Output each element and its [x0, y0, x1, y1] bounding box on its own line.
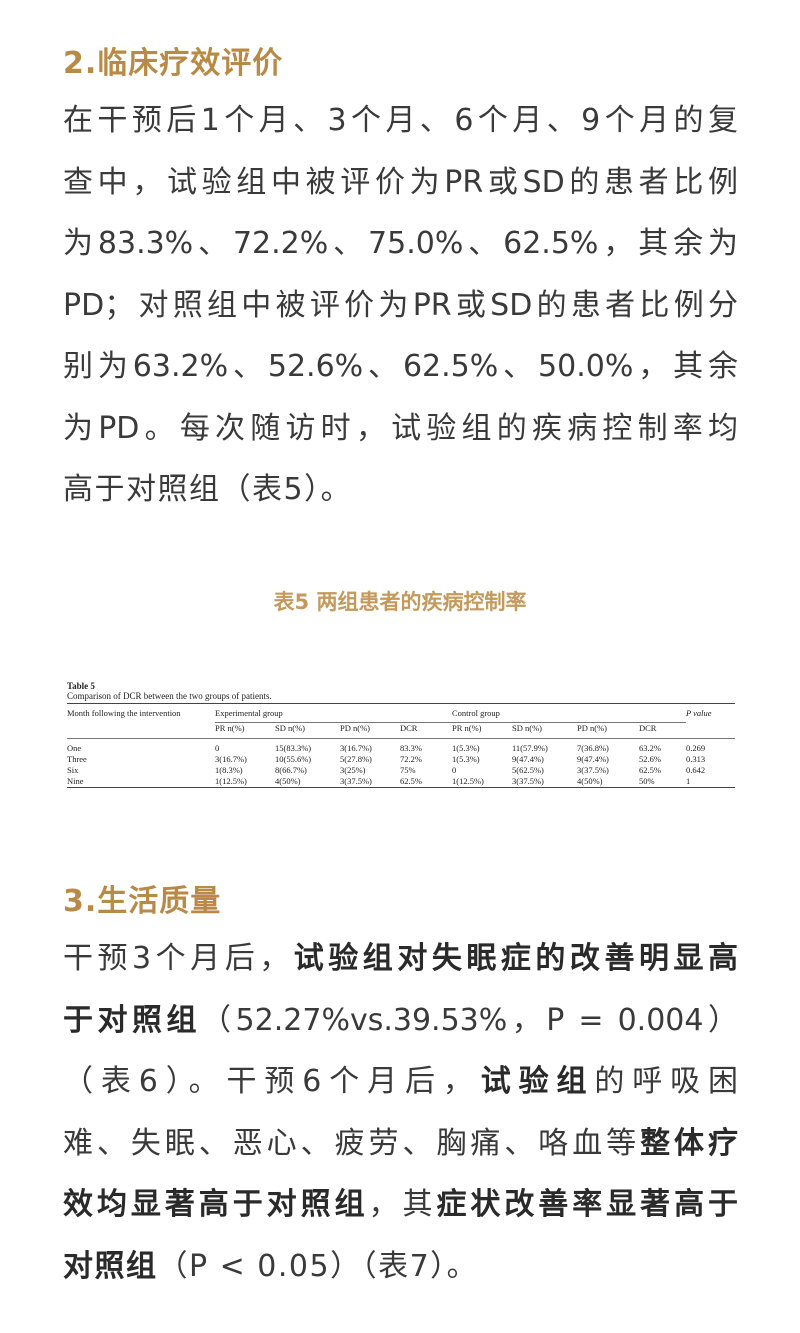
header-sd: SD n(%) — [275, 722, 340, 739]
text-line: 于对照组（52.27%vs.39.53%，P = 0.004） — [63, 1002, 738, 1038]
table-cell: 75% — [400, 765, 416, 775]
table-row: Three 3(16.7%) 10(55.6%) 5(27.8%) 72.2% 1(5.3… — [67, 754, 735, 765]
table-caption: 表5 两组患者的疾病控制率 — [273, 590, 527, 614]
table-row: Six 1(8.3%) 8(66.7%) 3(25%) 75% 0 5(62.5%) 3(37… — [67, 765, 735, 776]
table-cell: 3(37.5%) — [577, 765, 609, 775]
table-cell: 7(36.8%) — [577, 743, 609, 753]
table-cell: 50% — [639, 776, 655, 786]
table-cell: Nine — [67, 776, 84, 786]
text-line: 难、失眠、恶心、疲劳、胸痛、咯血等整体疗 — [63, 1125, 739, 1161]
header-experimental: Experimental group — [215, 703, 452, 723]
text-line: 干预3个月后，试验组对失眠症的改善明显高 — [63, 941, 739, 976]
table-cell: 11(57.9%) — [512, 743, 548, 753]
table-cell: 3(16.7%) — [215, 754, 247, 764]
header-p-value: P value — [686, 708, 712, 718]
text-line: 为83.3%、72.2%、75.0%、62.5%，其余为 — [63, 226, 738, 261]
text-line: 效均显著高于对照组，其症状改善率显著高于 — [63, 1187, 739, 1222]
table-cell: 62.5% — [400, 776, 422, 786]
table-cell: 62.5% — [639, 765, 661, 775]
table-cell: 1(5.3%) — [452, 743, 480, 753]
text-line: 别为63.2%、52.6%、62.5%、50.0%，其余 — [63, 349, 738, 384]
table-cell: Six — [67, 765, 79, 775]
table-cell: Three — [67, 754, 87, 764]
table-cell: 3(16.7%) — [340, 743, 372, 753]
table-cell: 1(8.3%) — [215, 765, 243, 775]
header-pr: PR n(%) — [215, 722, 275, 739]
text-line: 对照组（P < 0.05）（表7）。 — [63, 1248, 479, 1284]
table-cell: 0 — [452, 765, 457, 775]
table-cell: 3(37.5%) — [340, 776, 372, 786]
table-cell: One — [67, 743, 82, 753]
paragraph-clinical-efficacy: 在干预后1个月、3个月、6个月、9个月的复 查中，试验组中被评价为PR或SD的患… — [63, 90, 738, 521]
table-cell: 5(62.5%) — [512, 765, 544, 775]
table-cell: 3(25%) — [340, 765, 366, 775]
table-cell: 9(47.4%) — [512, 754, 544, 764]
table-cell: 4(50%) — [577, 776, 603, 786]
table-cell: 1(12.5%) — [452, 776, 484, 786]
table-row: Nine 1(12.5%) 4(50%) 3(37.5%) 62.5% 1(12.5%) 3… — [67, 776, 735, 788]
text-line: 为PD。每次随访时，试验组的疾病控制率均 — [63, 410, 738, 446]
section-heading-quality-of-life: 3.生活质量 — [63, 884, 222, 919]
table-row: One 0 15(83.3%) 3(16.7%) 83.3% 1(5.3%) 11(57.9… — [67, 739, 735, 755]
table-cell: 3(37.5%) — [512, 776, 544, 786]
table-cell: 0.269 — [686, 743, 706, 753]
text-line: 查中，试验组中被评价为PR或SD的患者比例 — [63, 164, 738, 200]
header-sd: SD n(%) — [512, 722, 577, 739]
header-control: Control group — [452, 703, 686, 723]
table-cell: 1(5.3%) — [452, 754, 480, 764]
text-line: PD；对照组中被评价为PR或SD的患者比例分 — [63, 287, 738, 323]
header-month: Month following the intervention — [67, 708, 181, 718]
table-cell: 0.313 — [686, 754, 706, 764]
table-cell: 4(50%) — [275, 776, 301, 786]
table-cell: 10(55.6%) — [275, 754, 312, 764]
table-cell: 1(12.5%) — [215, 776, 247, 786]
header-pr: PR n(%) — [452, 722, 512, 739]
header-pd: PD n(%) — [577, 722, 639, 739]
table-label: Table 5 — [67, 681, 95, 691]
table-cell: 15(83.3%) — [275, 743, 312, 753]
table-cell: 52.6% — [639, 754, 661, 764]
paragraph-quality-of-life: 干预3个月后，试验组对失眠症的改善明显高 于对照组（52.27%vs.39.53… — [63, 928, 738, 1297]
table-cell: 0 — [215, 743, 220, 753]
text-line: 高于对照组（表5）。 — [63, 472, 353, 507]
table-cell: 63.2% — [639, 743, 661, 753]
table-image: Table 5 Comparison of DCR between the tw… — [67, 681, 735, 788]
table-cell: 9(47.4%) — [577, 754, 609, 764]
table-cell: 83.3% — [400, 743, 422, 753]
text-line: 在干预后1个月、3个月、6个月、9个月的复 — [63, 103, 738, 138]
section-heading-clinical-efficacy: 2.临床疗效评价 — [63, 46, 284, 81]
table-title: Comparison of DCR between the two groups… — [67, 691, 272, 701]
table-cell: 72.2% — [400, 754, 422, 764]
dcr-table: Month following the intervention Experim… — [67, 703, 735, 788]
table-cell: 8(66.7%) — [275, 765, 307, 775]
table-cell: 5(27.8%) — [340, 754, 372, 764]
header-dcr: DCR — [639, 722, 686, 739]
table-cell: 0.642 — [686, 765, 706, 775]
text-line: （表6）。干预6个月后，试验组的呼吸困 — [63, 1064, 738, 1099]
header-dcr: DCR — [400, 722, 452, 739]
header-pd: PD n(%) — [340, 722, 400, 739]
table-cell: 1 — [686, 776, 691, 786]
